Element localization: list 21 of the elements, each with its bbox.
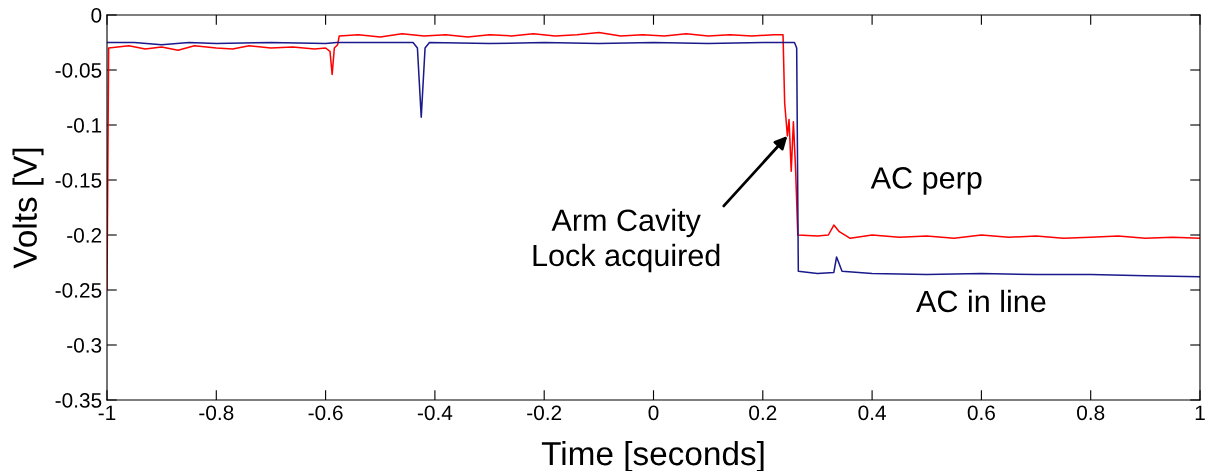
series-label: AC in line bbox=[916, 289, 1046, 313]
x-tick-label: 0.2 bbox=[749, 405, 777, 421]
annotation: Arm Cavity Lock acquired bbox=[533, 208, 720, 273]
y-tick-label: -0.05 bbox=[55, 63, 102, 78]
y-axis-title: Volts [V] bbox=[12, 148, 44, 269]
x-tick-label: -0.6 bbox=[308, 405, 343, 421]
x-tick-label: 0.4 bbox=[858, 405, 886, 421]
series-label: AC perp bbox=[870, 167, 982, 195]
x-tick-label: -0.2 bbox=[527, 405, 562, 421]
x-tick-label: -0.4 bbox=[417, 405, 453, 421]
y-tick-label: -0.3 bbox=[67, 338, 102, 353]
y-tick-label: -0.25 bbox=[55, 283, 102, 298]
x-tick-label: 0.8 bbox=[1077, 405, 1105, 421]
y-tick-label: -0.1 bbox=[67, 118, 102, 133]
x-tick-label: 0 bbox=[648, 405, 659, 421]
y-tick-label: -0.2 bbox=[67, 228, 102, 243]
x-tick-label: 0.6 bbox=[967, 405, 995, 421]
x-tick-label: 1 bbox=[1195, 405, 1205, 420]
y-tick-label: -0.15 bbox=[55, 173, 102, 188]
y-tick-label: 0 bbox=[91, 8, 102, 23]
x-tick-label: -0.8 bbox=[199, 405, 234, 421]
